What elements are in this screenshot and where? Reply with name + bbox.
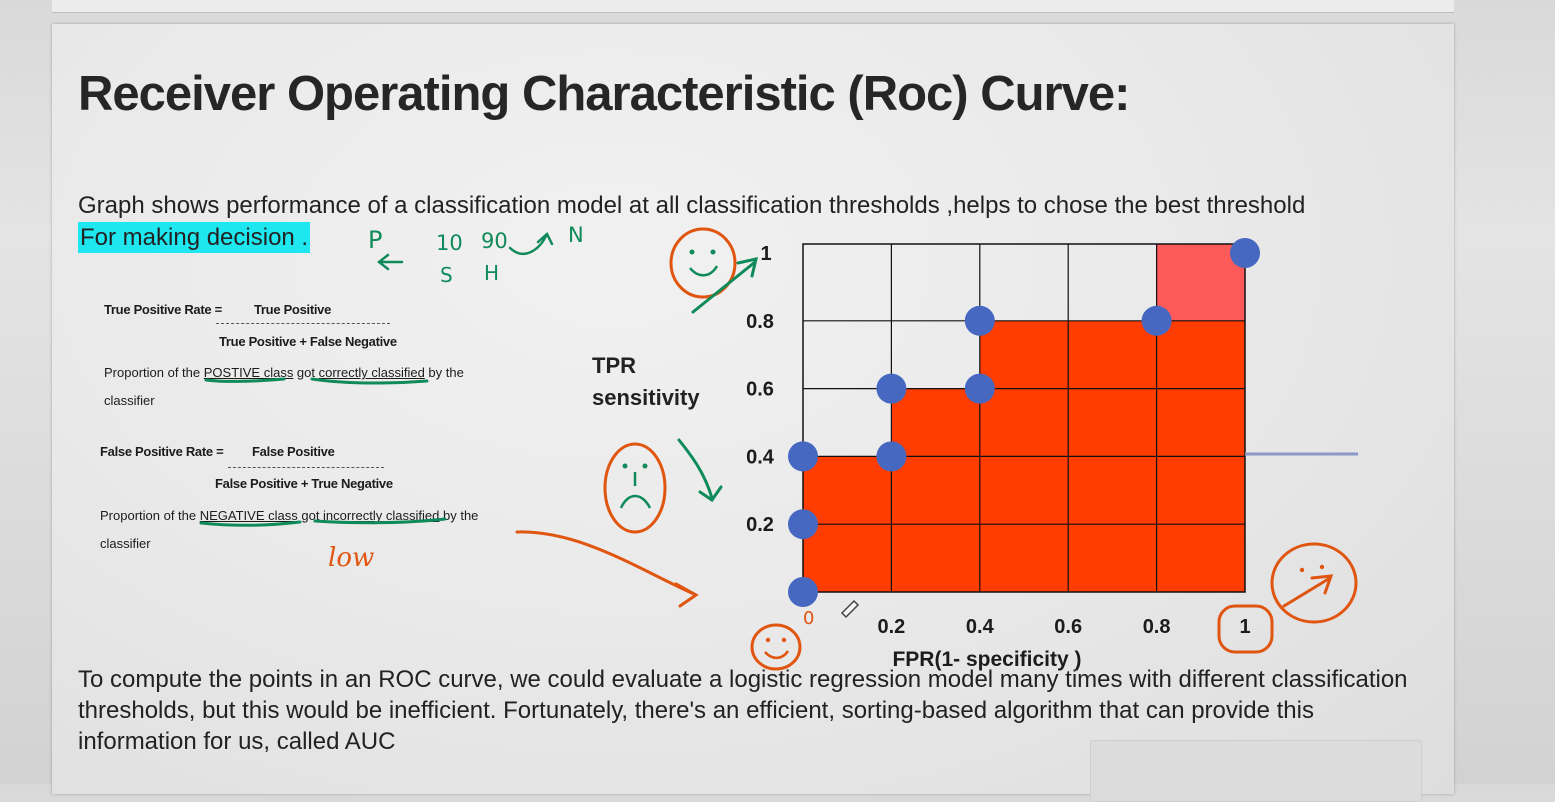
ink-90: 90 (481, 229, 508, 253)
roc-point (876, 373, 907, 404)
roc-point (1141, 305, 1172, 336)
tpr-numerator: True Positive (254, 302, 332, 317)
ink-p: P (368, 226, 382, 254)
fpr-description: Proportion of the NEGATIVE class got inc… (100, 508, 479, 523)
fpr-incorrectly-classified: incorrectly classified (323, 508, 440, 523)
roc-area-layer (803, 244, 1245, 592)
tpr-positive-class: POSTIVE class (203, 365, 294, 380)
plot-frame (802, 243, 1246, 593)
handwritten-annotations: P 10 S 90 H N low 0 (199, 223, 1358, 671)
x-tick-label: 1 (1239, 616, 1250, 638)
tpr-description: Proportion of the POSTIVE class got corr… (104, 365, 464, 380)
tpr-correctly-classified: correctly classified (318, 365, 425, 380)
roc-point (876, 441, 907, 472)
roc-point (788, 441, 818, 472)
ylabel-sensitivity: sensitivity (592, 385, 700, 410)
intro-paragraph: Graph shows performance of a classificat… (78, 190, 1438, 254)
roc-chart: 0.2 0.4 0.6 0.8 1 0.2 0.4 0.6 0.8 1 FPR(1- specif… (199, 223, 1358, 671)
y-tick-label: 0.2 (746, 514, 774, 536)
previous-slide-edge (52, 0, 1454, 13)
fpr-label: False Positive Rate = (100, 444, 224, 459)
y-tick-label: 1 (760, 243, 771, 265)
ink-n: N (568, 223, 584, 247)
ink-zero: 0 (803, 608, 814, 629)
tpr-label: True Positive Rate = (104, 302, 222, 317)
roc-points (788, 238, 1260, 607)
x-tick-label: 0.6 (1054, 616, 1082, 638)
fpr-description-line2: classifier (100, 536, 151, 551)
intro-highlight: For making decision . (78, 222, 311, 253)
bottom-paragraph: To compute the points in an ROC curve, w… (78, 666, 1408, 755)
fpr-denominator: False Positive + True Negative (215, 476, 393, 491)
y-tick-label: 0.4 (746, 446, 775, 468)
ink-h: H (484, 261, 499, 285)
ink-low: low (328, 543, 374, 573)
slide-title: Receiver Operating Characteristic (Roc) … (78, 67, 1130, 121)
tpr-denominator: True Positive + False Negative (219, 334, 397, 349)
axis-ticks: 0.2 0.4 0.6 0.8 1 0.2 0.4 0.6 0.8 1 (746, 243, 1250, 638)
tpr-description-line2: classifier (104, 393, 155, 408)
y-tick-label: 0.6 (746, 379, 774, 401)
ink-s: S (440, 263, 453, 287)
ink-10: 10 (436, 231, 463, 255)
roc-area-top-cell (1156, 244, 1245, 321)
intro-text: Graph shows performance of a classificat… (78, 192, 1306, 219)
x-tick-label: 0.4 (966, 616, 995, 638)
fpr-negative-class: NEGATIVE class (199, 508, 298, 523)
x-tick-label: 0.8 (1143, 616, 1171, 638)
x-tick-label: 0.2 (877, 616, 905, 638)
y-tick-label: 0.8 (746, 311, 774, 333)
tpr-fraction-line (216, 323, 390, 324)
roc-point (1230, 238, 1260, 268)
fpr-numerator: False Positive (252, 444, 335, 459)
roc-point (964, 373, 995, 404)
fpr-fraction-line (228, 467, 384, 468)
roc-area-step (891, 388, 980, 592)
roc-point (964, 305, 995, 336)
chart-ylabel: TPR sensitivity (592, 350, 700, 414)
roc-point (788, 577, 818, 607)
chart-xlabel: FPR(1- specificity ) (892, 648, 1081, 671)
ylabel-tpr: TPR (592, 353, 636, 378)
roc-point (788, 509, 818, 540)
